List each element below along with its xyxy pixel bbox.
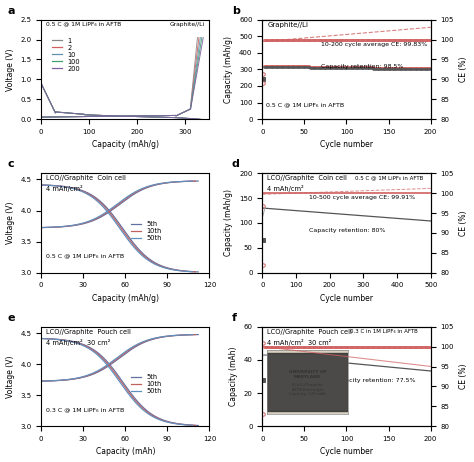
X-axis label: Capacity (mAh/g): Capacity (mAh/g): [92, 140, 159, 149]
Text: Capacity retention: 80%: Capacity retention: 80%: [310, 228, 386, 233]
X-axis label: Cycle number: Cycle number: [320, 447, 373, 456]
X-axis label: Capacity (mAh/g): Capacity (mAh/g): [92, 294, 159, 303]
Text: 10-200 cycle average CE: 99.83%: 10-200 cycle average CE: 99.83%: [321, 42, 428, 47]
Text: Graphite//Li: Graphite//Li: [267, 22, 308, 28]
X-axis label: Cycle number: Cycle number: [320, 140, 373, 149]
Text: 0.3 C in 1M LiPF₆ in AFTB: 0.3 C in 1M LiPF₆ in AFTB: [350, 329, 418, 334]
X-axis label: Cycle number: Cycle number: [320, 294, 373, 303]
Y-axis label: Capacity (mAh): Capacity (mAh): [229, 347, 238, 406]
Y-axis label: CE (%): CE (%): [459, 210, 468, 236]
Text: 4 mAh/cm²  30 cm²: 4 mAh/cm² 30 cm²: [46, 339, 110, 346]
Text: Capacity retention: 98.5%: Capacity retention: 98.5%: [321, 65, 403, 69]
X-axis label: Capacity (mAh): Capacity (mAh): [96, 447, 155, 456]
Text: d: d: [232, 159, 240, 169]
Text: a: a: [8, 6, 15, 16]
Text: LCO//Graphite  Coin cell: LCO//Graphite Coin cell: [46, 175, 126, 181]
Text: LCO//Graphite  Pouch cell: LCO//Graphite Pouch cell: [46, 329, 131, 335]
Y-axis label: Capacity (mAh/g): Capacity (mAh/g): [225, 189, 234, 256]
Y-axis label: Voltage (V): Voltage (V): [6, 48, 15, 91]
Text: 0.5 C @ 1M LiPF₆ in AFTB: 0.5 C @ 1M LiPF₆ in AFTB: [46, 22, 121, 27]
Text: b: b: [232, 6, 240, 16]
Y-axis label: Voltage (V): Voltage (V): [6, 355, 15, 398]
Y-axis label: Voltage (V): Voltage (V): [6, 202, 15, 244]
Text: 0.3 C @ 1M LiPF₆ in AFTB: 0.3 C @ 1M LiPF₆ in AFTB: [46, 407, 124, 412]
Text: 4 mAh/cm²: 4 mAh/cm²: [267, 185, 304, 192]
Text: e: e: [8, 313, 15, 323]
Text: LCO//Graphite  Coin cell: LCO//Graphite Coin cell: [267, 175, 347, 181]
Text: 0.5 C @ 1M LiPF₆ in AFTB: 0.5 C @ 1M LiPF₆ in AFTB: [46, 254, 124, 259]
Text: f: f: [232, 313, 237, 323]
Text: 0.5 C @ 1M LiPF₆ in AFTB: 0.5 C @ 1M LiPF₆ in AFTB: [355, 175, 423, 180]
Text: c: c: [8, 159, 14, 169]
Legend: 1, 2, 10, 100, 200: 1, 2, 10, 100, 200: [49, 35, 83, 74]
Text: Capacity retention: 77.5%: Capacity retention: 77.5%: [333, 378, 416, 383]
Y-axis label: CE (%): CE (%): [459, 57, 468, 82]
Text: Graphite//Li: Graphite//Li: [169, 22, 204, 27]
Text: LCO//Graphite  Pouch cell: LCO//Graphite Pouch cell: [267, 329, 352, 335]
Text: 0.5 C @ 1M LiPF₆ in AFTB: 0.5 C @ 1M LiPF₆ in AFTB: [265, 102, 344, 107]
Y-axis label: Capacity (mAh/g): Capacity (mAh/g): [225, 36, 234, 103]
Legend: 5th, 10th, 50th: 5th, 10th, 50th: [128, 218, 164, 243]
Legend: 5th, 10th, 50th: 5th, 10th, 50th: [128, 372, 164, 397]
Y-axis label: CE (%): CE (%): [459, 364, 468, 389]
Text: 10-500 cycle average CE: 99.91%: 10-500 cycle average CE: 99.91%: [310, 195, 416, 200]
Text: 4 mAh/cm²  30 cm²: 4 mAh/cm² 30 cm²: [267, 339, 332, 346]
Text: 4 mAh/cm²: 4 mAh/cm²: [46, 185, 83, 192]
